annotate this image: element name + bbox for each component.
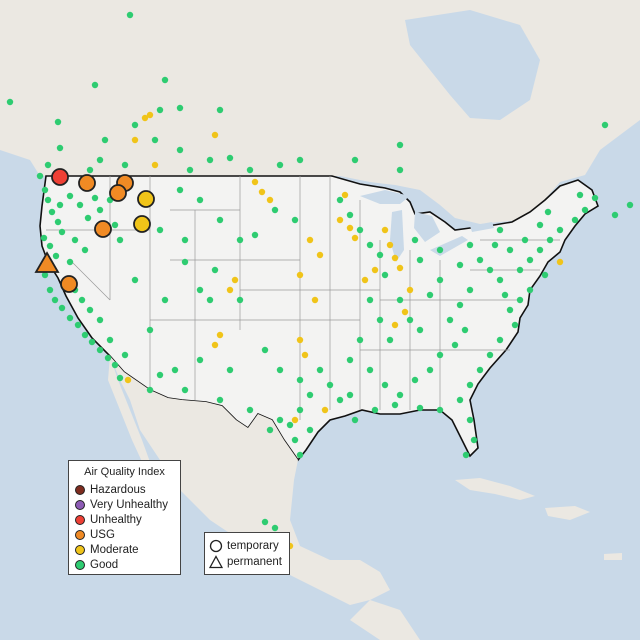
legend-item-moderate: Moderate bbox=[75, 543, 139, 557]
moderate-monitors bbox=[124, 111, 564, 550]
us-land bbox=[39, 175, 599, 462]
very-unhealthy-swatch-icon bbox=[75, 500, 85, 510]
usg-monitor bbox=[109, 184, 127, 202]
usg-monitor bbox=[60, 275, 78, 293]
unhealthy-swatch-icon bbox=[75, 515, 85, 525]
usg-swatch-icon bbox=[75, 530, 85, 540]
hudson-bay bbox=[405, 10, 540, 120]
circle-icon bbox=[209, 539, 223, 553]
legend-label: USG bbox=[90, 529, 115, 541]
mexico-land bbox=[110, 356, 390, 605]
legend-item-permanent: permanent bbox=[209, 555, 282, 569]
hazardous-swatch-icon bbox=[75, 485, 85, 495]
legend-label: temporary bbox=[227, 540, 279, 552]
baja-land bbox=[108, 356, 150, 466]
monitor-type-legend: temporary permanent bbox=[204, 532, 290, 575]
usg-permanent-monitor bbox=[34, 251, 60, 273]
puerto-rico-land bbox=[604, 553, 622, 560]
legend-title: Air Quality Index bbox=[84, 466, 165, 478]
moderate-monitor bbox=[133, 215, 151, 233]
hispaniola-land bbox=[545, 506, 590, 520]
good-swatch-icon bbox=[75, 560, 85, 570]
highlighted-monitors bbox=[34, 168, 155, 293]
legend-label: Hazardous bbox=[90, 484, 146, 496]
lake-huron bbox=[414, 212, 440, 242]
legend-label: Good bbox=[90, 559, 119, 571]
moderate-monitor bbox=[137, 190, 155, 208]
legend-label: permanent bbox=[227, 556, 282, 568]
legend-label: Unhealthy bbox=[90, 514, 142, 526]
legend-item-temporary: temporary bbox=[209, 539, 279, 553]
unhealthy-monitor bbox=[51, 168, 69, 186]
legend-item-very-unhealthy: Very Unhealthy bbox=[75, 498, 168, 512]
usg-monitor bbox=[94, 220, 112, 238]
moderate-swatch-icon bbox=[75, 545, 85, 555]
lake-superior bbox=[360, 190, 410, 204]
aqi-legend: Air Quality Index Hazardous Very Unhealt… bbox=[68, 460, 181, 575]
lake-michigan bbox=[390, 210, 404, 262]
usg-monitor bbox=[78, 174, 96, 192]
legend-item-good: Good bbox=[75, 558, 118, 572]
legend-item-unhealthy: Unhealthy bbox=[75, 513, 142, 527]
state-lines bbox=[46, 176, 560, 420]
legend-item-hazardous: Hazardous bbox=[75, 483, 146, 497]
cuba-land bbox=[455, 478, 535, 500]
legend-label: Very Unhealthy bbox=[90, 499, 168, 511]
legend-label: Moderate bbox=[90, 544, 139, 556]
central-america-land bbox=[350, 600, 420, 640]
legend-item-usg: USG bbox=[75, 528, 115, 542]
triangle-icon bbox=[209, 555, 223, 569]
good-monitors bbox=[6, 11, 634, 532]
lake-ontario bbox=[470, 222, 494, 232]
